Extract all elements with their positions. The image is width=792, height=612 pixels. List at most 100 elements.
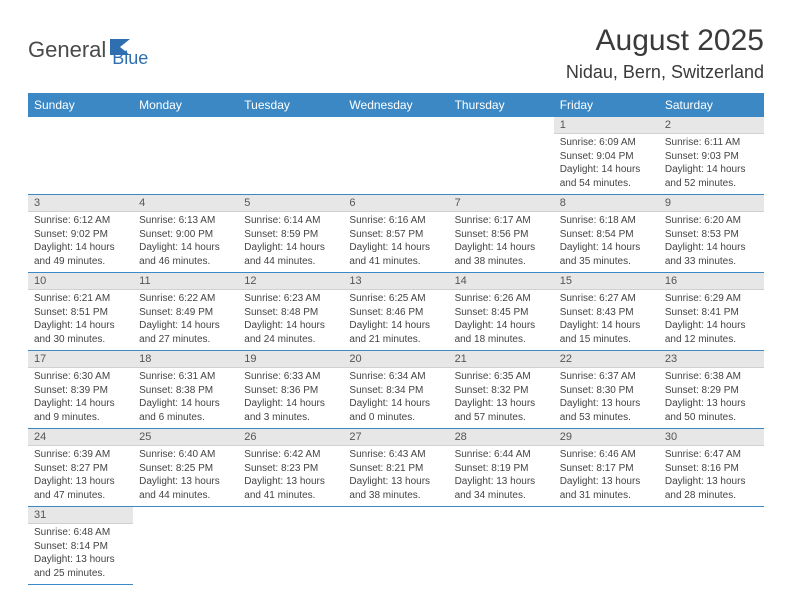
day-number: 28 [449, 429, 554, 446]
day-number: 25 [133, 429, 238, 446]
calendar-cell [238, 117, 343, 195]
calendar-cell: 20Sunrise: 6:34 AMSunset: 8:34 PMDayligh… [343, 351, 448, 429]
logo: General Blue [28, 30, 148, 69]
day-details: Sunrise: 6:11 AMSunset: 9:03 PMDaylight:… [659, 134, 764, 194]
calendar-cell: 18Sunrise: 6:31 AMSunset: 8:38 PMDayligh… [133, 351, 238, 429]
calendar-row: 24Sunrise: 6:39 AMSunset: 8:27 PMDayligh… [28, 429, 764, 507]
day-details: Sunrise: 6:23 AMSunset: 8:48 PMDaylight:… [238, 290, 343, 350]
day-details: Sunrise: 6:22 AMSunset: 8:49 PMDaylight:… [133, 290, 238, 350]
calendar-cell [133, 507, 238, 585]
calendar-cell [343, 507, 448, 585]
calendar-cell: 28Sunrise: 6:44 AMSunset: 8:19 PMDayligh… [449, 429, 554, 507]
calendar-cell: 7Sunrise: 6:17 AMSunset: 8:56 PMDaylight… [449, 195, 554, 273]
day-number: 19 [238, 351, 343, 368]
day-number: 21 [449, 351, 554, 368]
day-number: 3 [28, 195, 133, 212]
day-details: Sunrise: 6:13 AMSunset: 9:00 PMDaylight:… [133, 212, 238, 272]
weekday-header: Thursday [449, 93, 554, 117]
day-details: Sunrise: 6:27 AMSunset: 8:43 PMDaylight:… [554, 290, 659, 350]
day-details: Sunrise: 6:44 AMSunset: 8:19 PMDaylight:… [449, 446, 554, 506]
header: General Blue August 2025 Nidau, Bern, Sw… [28, 24, 764, 83]
weekday-header: Monday [133, 93, 238, 117]
day-details: Sunrise: 6:25 AMSunset: 8:46 PMDaylight:… [343, 290, 448, 350]
calendar-cell: 31Sunrise: 6:48 AMSunset: 8:14 PMDayligh… [28, 507, 133, 585]
calendar-cell [449, 507, 554, 585]
calendar-cell: 5Sunrise: 6:14 AMSunset: 8:59 PMDaylight… [238, 195, 343, 273]
day-details: Sunrise: 6:20 AMSunset: 8:53 PMDaylight:… [659, 212, 764, 272]
day-number: 17 [28, 351, 133, 368]
location-subtitle: Nidau, Bern, Switzerland [566, 62, 764, 83]
day-number: 2 [659, 117, 764, 134]
day-number: 22 [554, 351, 659, 368]
weekday-header: Friday [554, 93, 659, 117]
calendar-cell: 19Sunrise: 6:33 AMSunset: 8:36 PMDayligh… [238, 351, 343, 429]
calendar-cell [659, 507, 764, 585]
weekday-header: Saturday [659, 93, 764, 117]
calendar-cell: 4Sunrise: 6:13 AMSunset: 9:00 PMDaylight… [133, 195, 238, 273]
day-details: Sunrise: 6:48 AMSunset: 8:14 PMDaylight:… [28, 524, 133, 584]
calendar-cell: 16Sunrise: 6:29 AMSunset: 8:41 PMDayligh… [659, 273, 764, 351]
day-details: Sunrise: 6:30 AMSunset: 8:39 PMDaylight:… [28, 368, 133, 428]
day-number: 30 [659, 429, 764, 446]
calendar-cell [449, 117, 554, 195]
day-number: 23 [659, 351, 764, 368]
day-number: 7 [449, 195, 554, 212]
day-details: Sunrise: 6:09 AMSunset: 9:04 PMDaylight:… [554, 134, 659, 194]
calendar-cell: 23Sunrise: 6:38 AMSunset: 8:29 PMDayligh… [659, 351, 764, 429]
calendar-cell: 13Sunrise: 6:25 AMSunset: 8:46 PMDayligh… [343, 273, 448, 351]
calendar-cell: 10Sunrise: 6:21 AMSunset: 8:51 PMDayligh… [28, 273, 133, 351]
logo-text-blue: Blue [112, 48, 148, 69]
calendar-cell: 1Sunrise: 6:09 AMSunset: 9:04 PMDaylight… [554, 117, 659, 195]
day-number: 12 [238, 273, 343, 290]
day-details: Sunrise: 6:14 AMSunset: 8:59 PMDaylight:… [238, 212, 343, 272]
calendar-table: SundayMondayTuesdayWednesdayThursdayFrid… [28, 93, 764, 585]
day-details: Sunrise: 6:17 AMSunset: 8:56 PMDaylight:… [449, 212, 554, 272]
calendar-cell: 2Sunrise: 6:11 AMSunset: 9:03 PMDaylight… [659, 117, 764, 195]
calendar-cell: 14Sunrise: 6:26 AMSunset: 8:45 PMDayligh… [449, 273, 554, 351]
day-details: Sunrise: 6:33 AMSunset: 8:36 PMDaylight:… [238, 368, 343, 428]
page-title: August 2025 [566, 24, 764, 58]
day-details: Sunrise: 6:46 AMSunset: 8:17 PMDaylight:… [554, 446, 659, 506]
title-block: August 2025 Nidau, Bern, Switzerland [566, 24, 764, 83]
calendar-body: 1Sunrise: 6:09 AMSunset: 9:04 PMDaylight… [28, 117, 764, 585]
day-number: 4 [133, 195, 238, 212]
logo-text-general: General [28, 37, 106, 63]
day-details: Sunrise: 6:43 AMSunset: 8:21 PMDaylight:… [343, 446, 448, 506]
calendar-cell: 30Sunrise: 6:47 AMSunset: 8:16 PMDayligh… [659, 429, 764, 507]
calendar-cell [554, 507, 659, 585]
calendar-cell: 24Sunrise: 6:39 AMSunset: 8:27 PMDayligh… [28, 429, 133, 507]
calendar-row: 1Sunrise: 6:09 AMSunset: 9:04 PMDaylight… [28, 117, 764, 195]
calendar-cell [28, 117, 133, 195]
calendar-cell: 17Sunrise: 6:30 AMSunset: 8:39 PMDayligh… [28, 351, 133, 429]
calendar-row: 3Sunrise: 6:12 AMSunset: 9:02 PMDaylight… [28, 195, 764, 273]
calendar-cell: 27Sunrise: 6:43 AMSunset: 8:21 PMDayligh… [343, 429, 448, 507]
day-details: Sunrise: 6:42 AMSunset: 8:23 PMDaylight:… [238, 446, 343, 506]
day-details: Sunrise: 6:37 AMSunset: 8:30 PMDaylight:… [554, 368, 659, 428]
calendar-cell [238, 507, 343, 585]
day-details: Sunrise: 6:35 AMSunset: 8:32 PMDaylight:… [449, 368, 554, 428]
calendar-cell: 8Sunrise: 6:18 AMSunset: 8:54 PMDaylight… [554, 195, 659, 273]
weekday-header: Wednesday [343, 93, 448, 117]
day-number: 6 [343, 195, 448, 212]
weekday-header: Tuesday [238, 93, 343, 117]
day-number: 14 [449, 273, 554, 290]
calendar-cell: 26Sunrise: 6:42 AMSunset: 8:23 PMDayligh… [238, 429, 343, 507]
calendar-cell: 15Sunrise: 6:27 AMSunset: 8:43 PMDayligh… [554, 273, 659, 351]
day-details: Sunrise: 6:40 AMSunset: 8:25 PMDaylight:… [133, 446, 238, 506]
calendar-cell: 12Sunrise: 6:23 AMSunset: 8:48 PMDayligh… [238, 273, 343, 351]
day-number: 1 [554, 117, 659, 134]
weekday-header-row: SundayMondayTuesdayWednesdayThursdayFrid… [28, 93, 764, 117]
day-number: 11 [133, 273, 238, 290]
day-details: Sunrise: 6:18 AMSunset: 8:54 PMDaylight:… [554, 212, 659, 272]
calendar-row: 17Sunrise: 6:30 AMSunset: 8:39 PMDayligh… [28, 351, 764, 429]
calendar-cell: 22Sunrise: 6:37 AMSunset: 8:30 PMDayligh… [554, 351, 659, 429]
calendar-cell: 9Sunrise: 6:20 AMSunset: 8:53 PMDaylight… [659, 195, 764, 273]
day-details: Sunrise: 6:31 AMSunset: 8:38 PMDaylight:… [133, 368, 238, 428]
day-number: 15 [554, 273, 659, 290]
day-number: 26 [238, 429, 343, 446]
day-details: Sunrise: 6:34 AMSunset: 8:34 PMDaylight:… [343, 368, 448, 428]
day-number: 8 [554, 195, 659, 212]
day-number: 27 [343, 429, 448, 446]
day-details: Sunrise: 6:39 AMSunset: 8:27 PMDaylight:… [28, 446, 133, 506]
day-number: 13 [343, 273, 448, 290]
